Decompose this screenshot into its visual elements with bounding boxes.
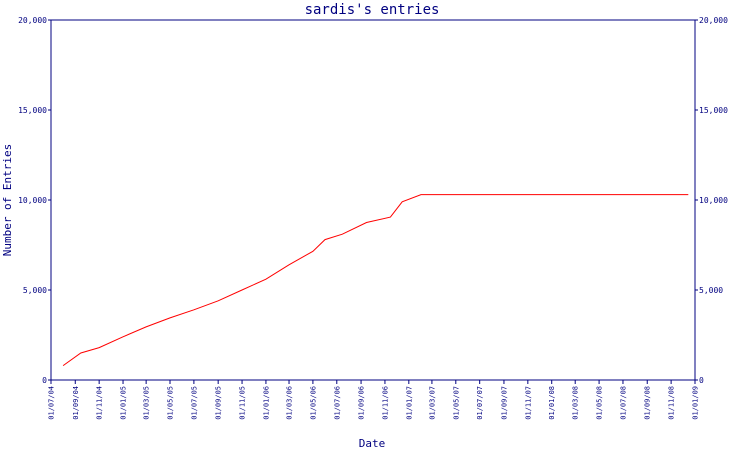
x-tick-label: 01/07/05 — [190, 386, 198, 420]
x-tick-label: 01/07/04 — [48, 386, 56, 420]
x-axis-label: Date — [359, 437, 386, 450]
x-tick-label: 01/03/07 — [428, 386, 436, 420]
x-tick-label: 01/05/07 — [452, 386, 460, 420]
series-line — [62, 194, 689, 367]
y-tick-label-left: 0 — [42, 376, 47, 385]
x-tick-label: 01/09/05 — [215, 386, 223, 420]
x-tick-label: 01/05/08 — [596, 386, 604, 420]
x-tick-label: 01/03/06 — [286, 386, 294, 420]
x-tick-label: 01/05/05 — [167, 386, 175, 420]
series-layer — [62, 194, 689, 367]
y-tick-label-left: 5,000 — [23, 286, 47, 295]
x-tick-label: 01/03/05 — [143, 386, 151, 420]
y-tick-label-right: 15,000 — [699, 106, 728, 115]
y-tick-label-left: 10,000 — [18, 196, 47, 205]
x-tick-label: 01/01/09 — [692, 386, 700, 420]
x-tick-label: 01/11/04 — [96, 386, 104, 420]
x-tick-label: 01/07/08 — [619, 386, 627, 420]
x-tick-label: 01/11/05 — [239, 386, 247, 420]
x-tick-label: 01/07/07 — [476, 386, 484, 420]
y-tick-label-right: 10,000 — [699, 196, 728, 205]
x-tick-label: 01/11/07 — [524, 386, 532, 420]
x-tick-label: 01/01/07 — [405, 386, 413, 420]
x-tick-label: 01/11/08 — [668, 386, 676, 420]
y-tick-label-right: 5,000 — [699, 286, 723, 295]
x-tick-label: 01/05/06 — [309, 386, 317, 420]
y-tick-label-right: 20,000 — [699, 16, 728, 25]
chart-title: sardis's entries — [305, 2, 440, 18]
x-tick-label: 01/09/06 — [358, 386, 366, 420]
axes-layer: 0 0 5,000 5,000 10,000 10,000 15,000 15,000 20,0… — [18, 16, 728, 420]
y-tick-label-right: 0 — [699, 376, 704, 385]
y-tick-label-left: 20,000 — [18, 16, 47, 25]
x-tick-label: 01/03/08 — [572, 386, 580, 420]
x-tick-label: 01/09/08 — [644, 386, 652, 420]
x-tick-label: 01/07/06 — [333, 386, 341, 420]
x-tick-label: 01/09/04 — [72, 386, 80, 420]
x-tick-label: 01/01/06 — [262, 386, 270, 420]
x-tick-label: 01/01/08 — [548, 386, 556, 420]
y-axis-label: Number of Entries — [1, 144, 14, 257]
y-tick-label-left: 15,000 — [18, 106, 47, 115]
x-tick-label: 01/01/05 — [120, 386, 128, 420]
x-tick-label: 01/11/06 — [381, 386, 389, 420]
x-tick-label: 01/09/07 — [500, 386, 508, 420]
